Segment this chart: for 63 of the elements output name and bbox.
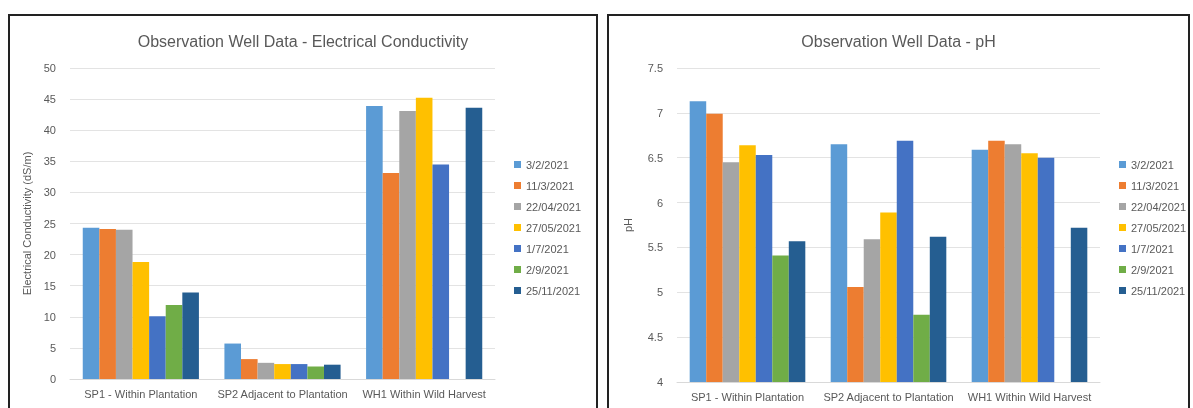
y-tick-label: 7 — [656, 106, 663, 119]
bar — [399, 110, 416, 379]
bar — [465, 107, 483, 379]
legend-label: 1/7/2021 — [526, 242, 569, 255]
bar — [115, 229, 133, 379]
y-tick-label: 30 — [43, 186, 56, 199]
chart-title: Observation Well Data - Electrical Conductivity — [137, 32, 469, 50]
bar — [132, 262, 150, 379]
y-tick-label: 10 — [43, 310, 56, 323]
y-tick-label: 35 — [43, 155, 56, 168]
bar — [415, 97, 433, 379]
legend-label: 1/7/2021 — [1131, 242, 1174, 255]
bar — [307, 366, 324, 379]
bar — [382, 173, 400, 379]
bar — [82, 227, 100, 379]
bar — [323, 364, 341, 379]
bar — [224, 343, 242, 379]
y-axis-title: pH — [621, 217, 634, 233]
bar — [274, 364, 291, 379]
legend-label: 2/9/2021 — [1131, 263, 1174, 276]
y-tick-label: 40 — [43, 124, 56, 137]
y-tick-label: 45 — [43, 93, 56, 106]
x-tick-label: SP2 Adjacent to Plantation — [217, 387, 348, 400]
y-tick-label: 50 — [43, 62, 56, 74]
legend-label: 27/05/2021 — [1131, 221, 1187, 234]
x-tick-label: SP2 Adjacent to Plantation — [823, 390, 954, 403]
x-tick-label: SP1 - Within Plantation — [84, 387, 198, 400]
bar — [149, 316, 166, 379]
legend-label: 27/05/2021 — [526, 221, 582, 234]
bar — [241, 359, 258, 379]
x-tick-label: WH1 Within Wild Harvest — [967, 390, 1092, 403]
y-tick-label: 15 — [43, 279, 56, 292]
legend-label: 22/04/2021 — [1131, 200, 1187, 213]
y-tick-label: 0 — [49, 373, 56, 385]
chart-title: Observation Well Data - pH — [801, 32, 996, 50]
legend-label: 2/9/2021 — [526, 263, 569, 276]
y-tick-label: 5 — [656, 286, 663, 299]
y-tick-label: 4 — [656, 376, 663, 388]
bar — [165, 304, 183, 379]
y-tick-label: 5 — [49, 341, 56, 354]
bar — [257, 362, 275, 379]
bar — [290, 364, 308, 379]
y-tick-label: 7.5 — [647, 62, 663, 74]
y-tick-label: 5.5 — [647, 241, 663, 254]
y-axis-title: Electrical Conductivity (dS/m) — [21, 151, 34, 296]
legend-label: 3/2/2021 — [526, 158, 569, 171]
legend-label: 25/11/2021 — [526, 284, 581, 297]
legend-label: 22/04/2021 — [526, 200, 582, 213]
legend-label: 11/3/2021 — [526, 179, 575, 192]
y-tick-label: 4.5 — [647, 331, 663, 344]
x-tick-label: SP1 - Within Plantation — [690, 390, 805, 403]
legend-label: 11/3/2021 — [1131, 179, 1180, 192]
y-tick-label: 20 — [43, 248, 56, 261]
y-tick-label: 6 — [656, 196, 663, 209]
legend-label: 3/2/2021 — [1131, 158, 1174, 171]
y-tick-label: 25 — [43, 217, 56, 230]
bar — [366, 105, 383, 379]
bar — [182, 292, 199, 379]
legend-label: 25/11/2021 — [1131, 284, 1186, 297]
y-tick-label: 6.5 — [647, 151, 663, 164]
bar — [99, 229, 116, 379]
x-tick-label: WH1 Within Wild Harvest — [362, 387, 486, 400]
bar — [432, 164, 450, 379]
